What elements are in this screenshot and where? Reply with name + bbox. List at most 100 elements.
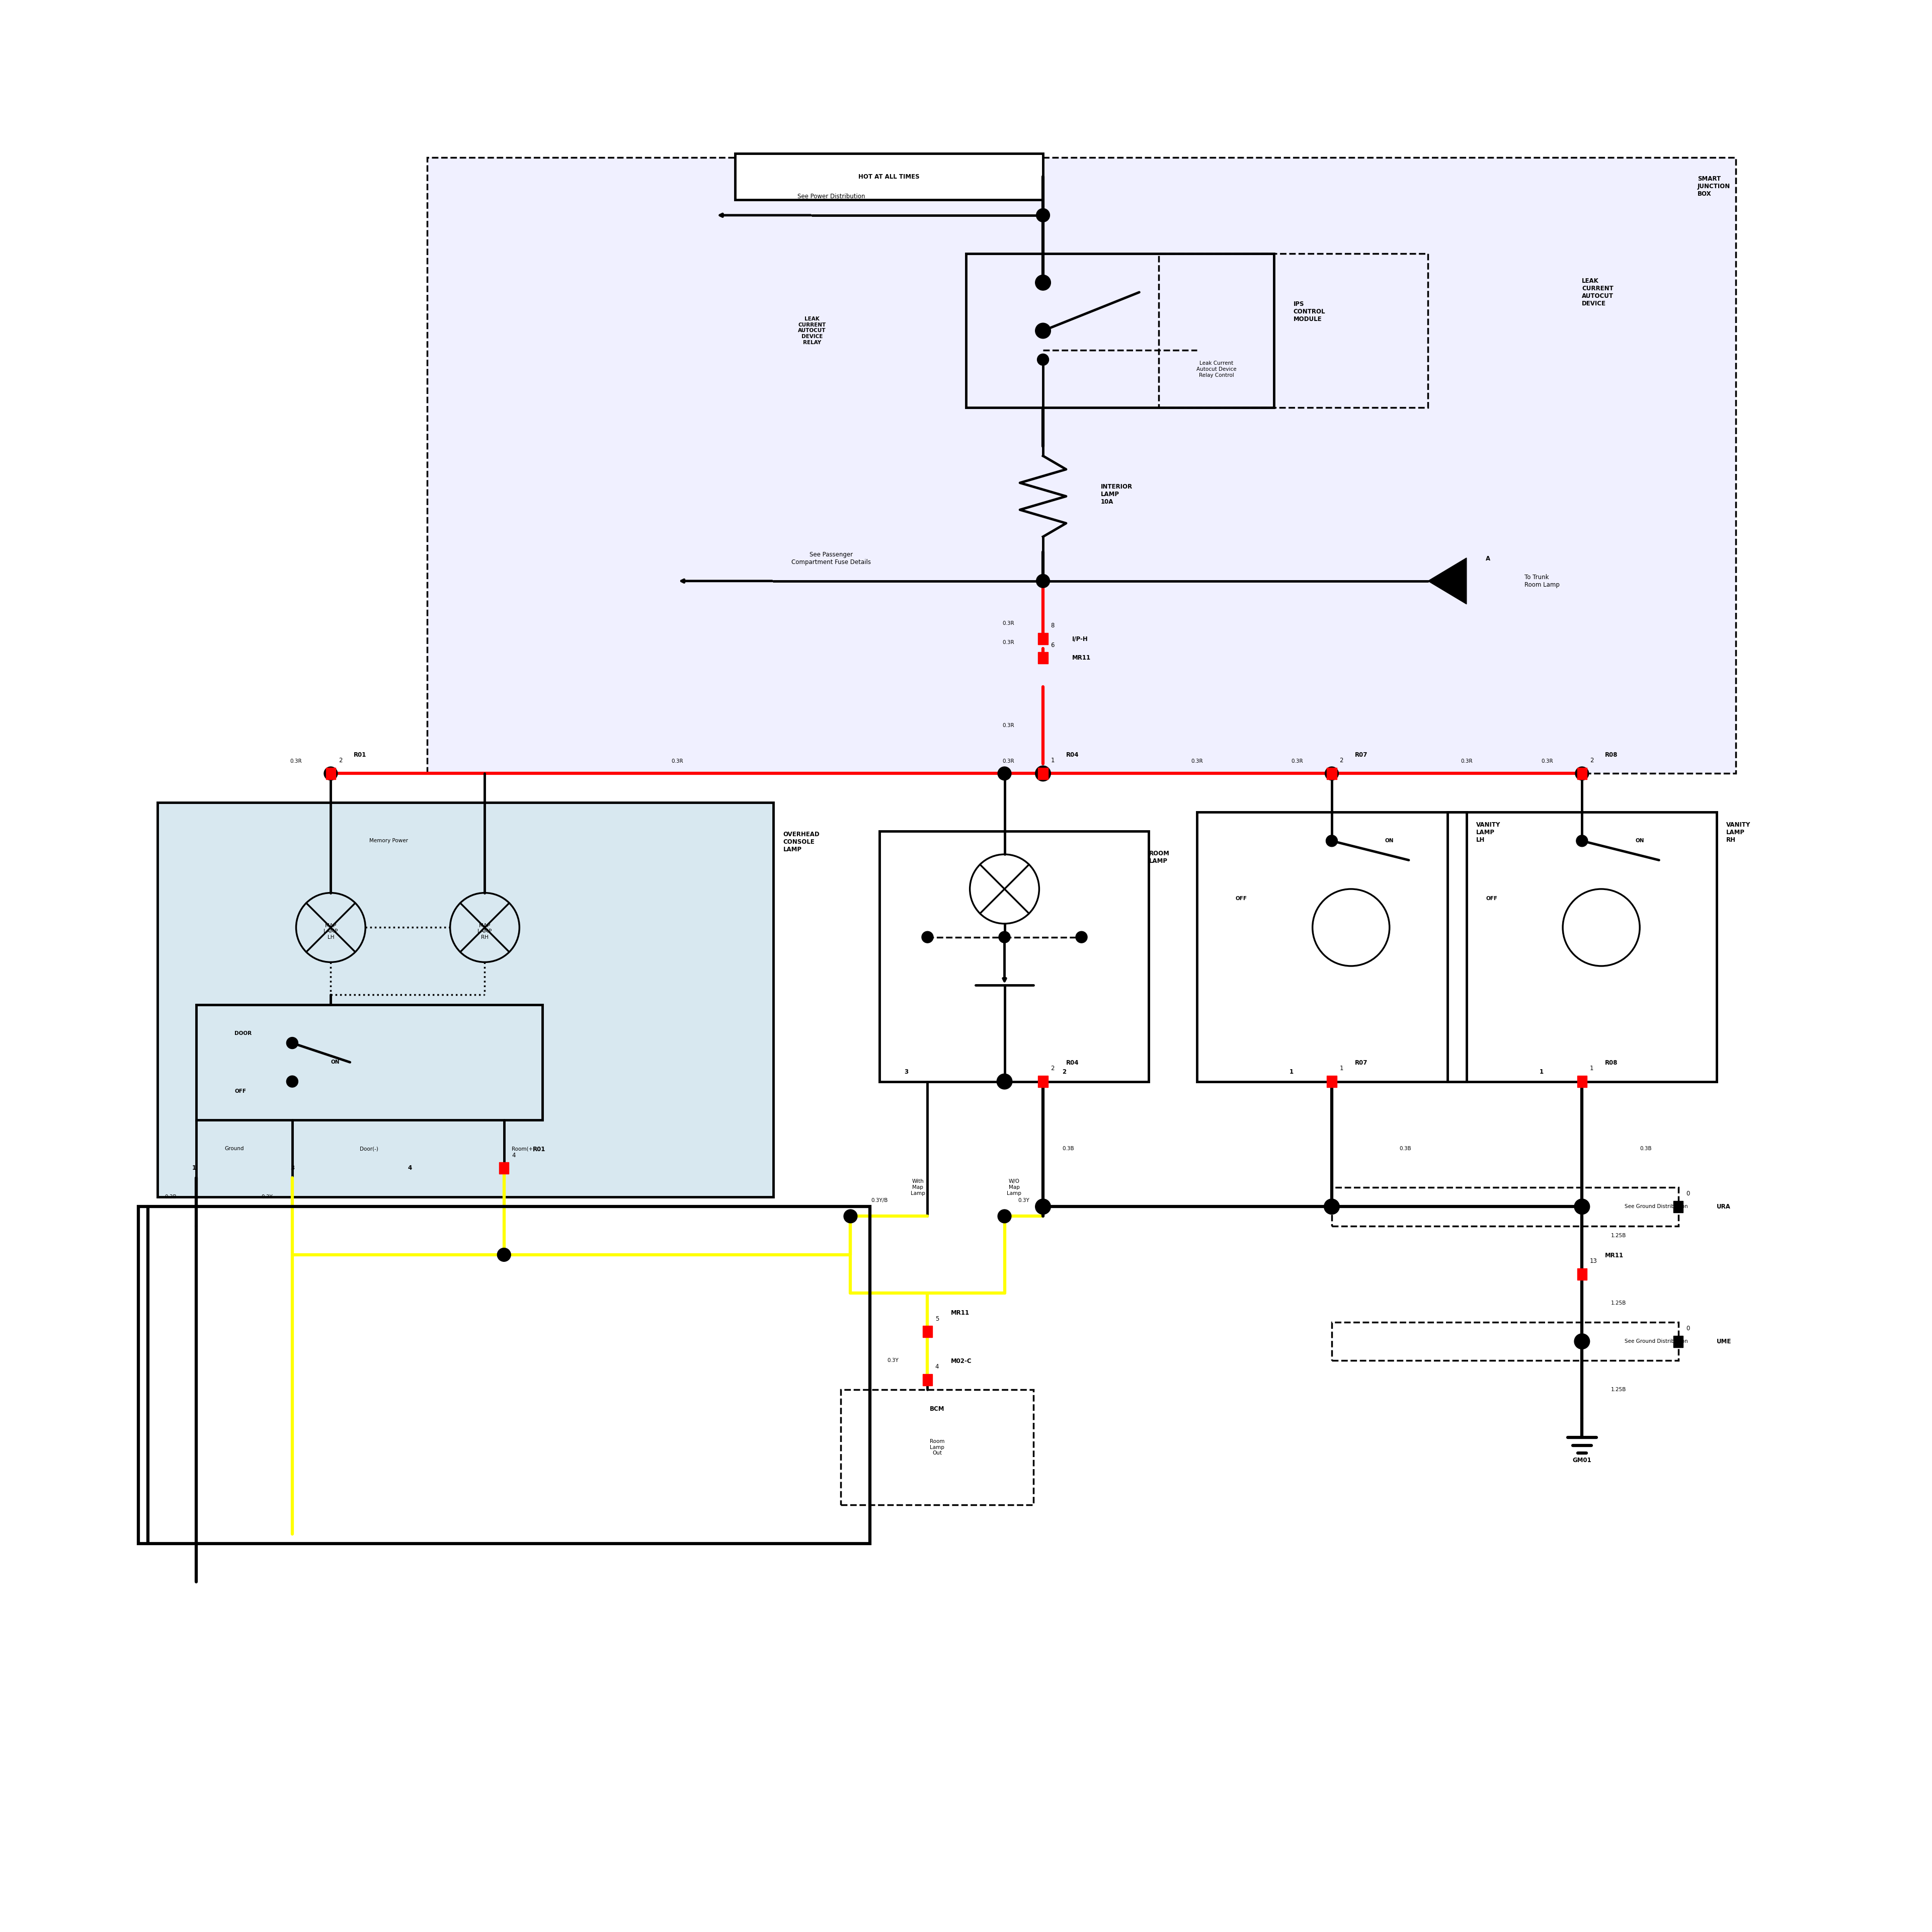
Text: See Passenger
Compartment Fuse Details: See Passenger Compartment Fuse Details [792, 551, 871, 566]
Polygon shape [1428, 558, 1466, 605]
Circle shape [325, 767, 338, 781]
Text: 6: 6 [1051, 641, 1055, 649]
Bar [923, 1325, 933, 1337]
Bar [734, 155, 1043, 199]
Text: 0.3R: 0.3R [1003, 759, 1014, 763]
FancyBboxPatch shape [158, 802, 773, 1198]
Circle shape [1036, 765, 1051, 781]
Text: 1.25B: 1.25B [1611, 1233, 1627, 1238]
Bar [427, 158, 1737, 773]
Text: 0.3B: 0.3B [1063, 1146, 1074, 1151]
Text: See Ground Distribution: See Ground Distribution [1625, 1339, 1689, 1345]
Text: 0.3R: 0.3R [1003, 639, 1014, 645]
Text: VANITY
LAMP
RH: VANITY LAMP RH [1727, 821, 1750, 842]
Circle shape [1036, 276, 1049, 290]
Text: 0.3R: 0.3R [670, 759, 684, 763]
Text: 0.3Y/B: 0.3Y/B [871, 1198, 889, 1204]
Text: HOT AT ALL TIMES: HOT AT ALL TIMES [858, 174, 920, 180]
Text: ON: ON [330, 1061, 340, 1065]
Circle shape [497, 1248, 510, 1262]
Text: MR11: MR11 [1605, 1252, 1623, 1258]
Text: 1: 1 [191, 1165, 195, 1171]
Text: 1: 1 [1590, 1065, 1594, 1072]
Bar [1577, 1267, 1586, 1279]
Text: ON: ON [1634, 838, 1644, 844]
Bar [139, 1208, 869, 1544]
Text: W/O
Map
Lamp: W/O Map Lamp [1007, 1179, 1022, 1196]
Text: 1: 1 [1051, 757, 1055, 763]
Text: 3: 3 [904, 1068, 908, 1074]
Bar [1327, 1076, 1337, 1088]
Circle shape [999, 931, 1010, 943]
Text: MR11: MR11 [951, 1310, 970, 1316]
Bar [840, 1389, 1034, 1505]
Text: DOOR: DOOR [234, 1032, 251, 1036]
Bar [1447, 811, 1718, 1082]
Bar [1673, 1335, 1683, 1347]
Text: 1: 1 [1289, 1068, 1293, 1074]
Text: URA: URA [1718, 1204, 1731, 1209]
Text: LEAK
CURRENT
AUTOCUT
DEVICE: LEAK CURRENT AUTOCUT DEVICE [1582, 278, 1613, 307]
Text: 4: 4 [408, 1165, 412, 1171]
Text: 2: 2 [1051, 1065, 1055, 1072]
Text: MAP
LAMP
RH: MAP LAMP RH [477, 923, 493, 939]
Bar [498, 1163, 508, 1175]
Bar [1331, 1321, 1679, 1360]
Bar [1331, 1188, 1679, 1227]
Text: BCM: BCM [929, 1405, 945, 1412]
Circle shape [997, 1209, 1010, 1223]
Bar [1159, 253, 1428, 408]
Text: See Ground Distribution: See Ground Distribution [1625, 1204, 1689, 1209]
Circle shape [997, 1074, 1012, 1090]
Bar [195, 1005, 543, 1121]
Text: 0.3R: 0.3R [290, 759, 301, 763]
Text: R04: R04 [1066, 752, 1078, 757]
Circle shape [1036, 1200, 1051, 1215]
Text: OFF: OFF [1486, 896, 1497, 900]
Text: 0.3Y: 0.3Y [261, 1194, 272, 1200]
Text: R01: R01 [354, 752, 367, 757]
Text: Room
Lamp
Out: Room Lamp Out [929, 1439, 945, 1455]
Bar [1037, 653, 1047, 665]
Circle shape [1076, 931, 1088, 943]
Circle shape [1036, 574, 1049, 587]
Circle shape [1325, 767, 1339, 781]
Text: 5: 5 [935, 1316, 939, 1321]
Text: 2: 2 [1590, 757, 1594, 763]
Text: R07: R07 [1354, 1059, 1368, 1066]
Bar [1037, 767, 1047, 779]
Text: SMART
JUNCTION
BOX: SMART JUNCTION BOX [1698, 176, 1731, 197]
Bar [327, 767, 336, 779]
Text: R01: R01 [533, 1146, 545, 1153]
Bar [1327, 767, 1337, 779]
Circle shape [1036, 323, 1051, 338]
Bar [1037, 1076, 1047, 1088]
Circle shape [1036, 209, 1049, 222]
Text: M02-C: M02-C [951, 1358, 972, 1364]
Bar [923, 1374, 933, 1385]
Text: 0.3Y: 0.3Y [1018, 1198, 1030, 1204]
Circle shape [286, 1037, 298, 1049]
Text: A: A [1486, 554, 1490, 562]
Text: 0.3R: 0.3R [1190, 759, 1204, 763]
Bar [966, 253, 1273, 408]
Text: R04: R04 [1066, 1059, 1078, 1066]
Bar [1673, 1202, 1683, 1213]
Text: 0.3R: 0.3R [1003, 620, 1014, 626]
Text: ON: ON [1385, 838, 1393, 844]
Circle shape [1575, 767, 1588, 781]
Circle shape [844, 1209, 858, 1223]
Text: 2: 2 [1339, 757, 1343, 763]
Circle shape [1325, 835, 1337, 846]
Text: 4: 4 [935, 1364, 939, 1370]
Text: R08: R08 [1605, 752, 1617, 757]
Text: 0.3R: 0.3R [1542, 759, 1553, 763]
Text: 4: 4 [512, 1151, 516, 1159]
Text: Room(+): Room(+) [512, 1146, 535, 1151]
Text: See Power Distribution: See Power Distribution [798, 193, 866, 199]
Text: Door(-): Door(-) [359, 1146, 379, 1151]
Bar [1037, 634, 1047, 645]
Text: 1.25B: 1.25B [1611, 1300, 1627, 1306]
Text: I/P-H: I/P-H [1072, 636, 1088, 641]
Text: 0.3Y: 0.3Y [887, 1358, 898, 1364]
